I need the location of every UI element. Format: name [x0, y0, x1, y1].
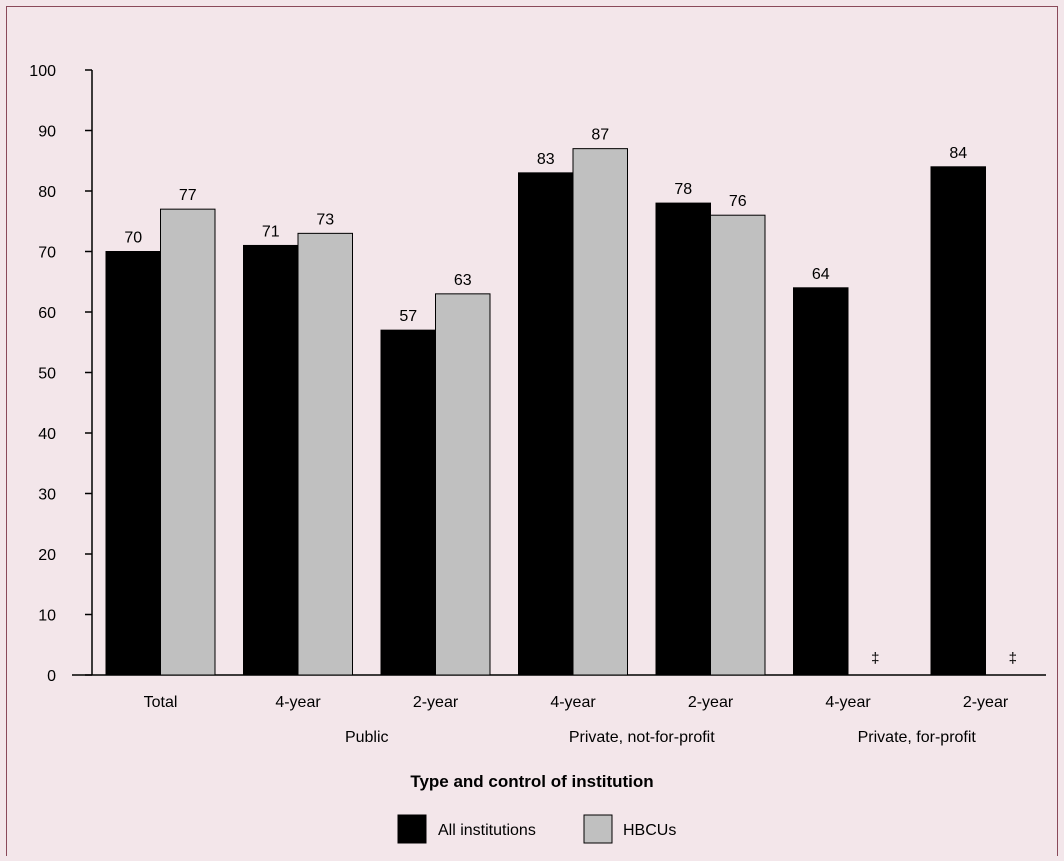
x-tick-label: Total [144, 694, 178, 711]
legend-label: HBCUs [623, 822, 676, 839]
x-tick-label: 4-year [275, 694, 321, 711]
data-label: 64 [812, 266, 830, 283]
y-tick-label: 10 [38, 608, 56, 625]
x-group-label: Private, for-profit [858, 729, 977, 746]
data-label: 77 [179, 187, 197, 204]
y-tick-label: 50 [38, 366, 56, 383]
y-tick-label: 0 [47, 668, 56, 685]
y-tick-label: 80 [38, 184, 56, 201]
x-tick-label: 4-year [550, 694, 596, 711]
legend: All institutions HBCUs [397, 814, 676, 844]
y-tick-label: 40 [38, 426, 56, 443]
x-tick-label: 2-year [413, 694, 459, 711]
data-label: 83 [537, 151, 555, 168]
y-tick-label: 20 [38, 547, 56, 564]
x-group-label: Public [345, 729, 389, 746]
bar-hbcus [297, 232, 353, 676]
data-label: 70 [124, 230, 142, 247]
chart-labels: 70 77 Total 71 73 4-year 57 63 2-year 83 87 4-year 7… [124, 127, 1017, 746]
y-tick-label: 90 [38, 124, 56, 141]
data-label: ‡ [871, 650, 879, 667]
x-group-label: Private, not-for-profit [569, 729, 715, 746]
data-label: 57 [399, 308, 417, 325]
legend-swatch [583, 814, 613, 844]
bar-all-institutions [380, 329, 436, 676]
x-axis-title: Type and control of institution [410, 772, 653, 791]
legend-label: All institutions [438, 822, 536, 839]
data-label: 73 [316, 211, 334, 228]
data-label: 63 [454, 272, 472, 289]
x-tick-label: 4-year [825, 694, 871, 711]
y-tick-label: 100 [29, 63, 56, 80]
data-label: 76 [729, 193, 747, 210]
y-tick-label: 60 [38, 305, 56, 322]
data-label: 87 [591, 127, 609, 144]
bar-hbcus [572, 148, 628, 676]
chart-frame [6, 6, 1058, 856]
bar-hbcus [710, 214, 766, 676]
y-tick-label: 70 [38, 245, 56, 262]
data-label: 78 [674, 181, 692, 198]
bar-all-institutions [793, 287, 849, 676]
bar-all-institutions [930, 166, 986, 676]
chart-bars [105, 148, 986, 676]
data-label: ‡ [1009, 650, 1017, 667]
bar-all-institutions [105, 251, 161, 676]
bar-hbcus [160, 208, 216, 676]
data-label: 84 [949, 145, 967, 162]
y-tick-label: 30 [38, 487, 56, 504]
x-tick-label: 2-year [963, 694, 1009, 711]
x-tick-label: 2-year [688, 694, 734, 711]
chart-axes: 0 10 20 30 40 50 60 70 80 90 100 [29, 63, 1046, 685]
data-label: 71 [262, 223, 280, 240]
bar-all-institutions [655, 202, 711, 676]
bar-all-institutions [243, 244, 299, 676]
bar-hbcus [435, 293, 491, 676]
legend-swatch [397, 814, 427, 844]
bar-all-institutions [518, 172, 574, 676]
